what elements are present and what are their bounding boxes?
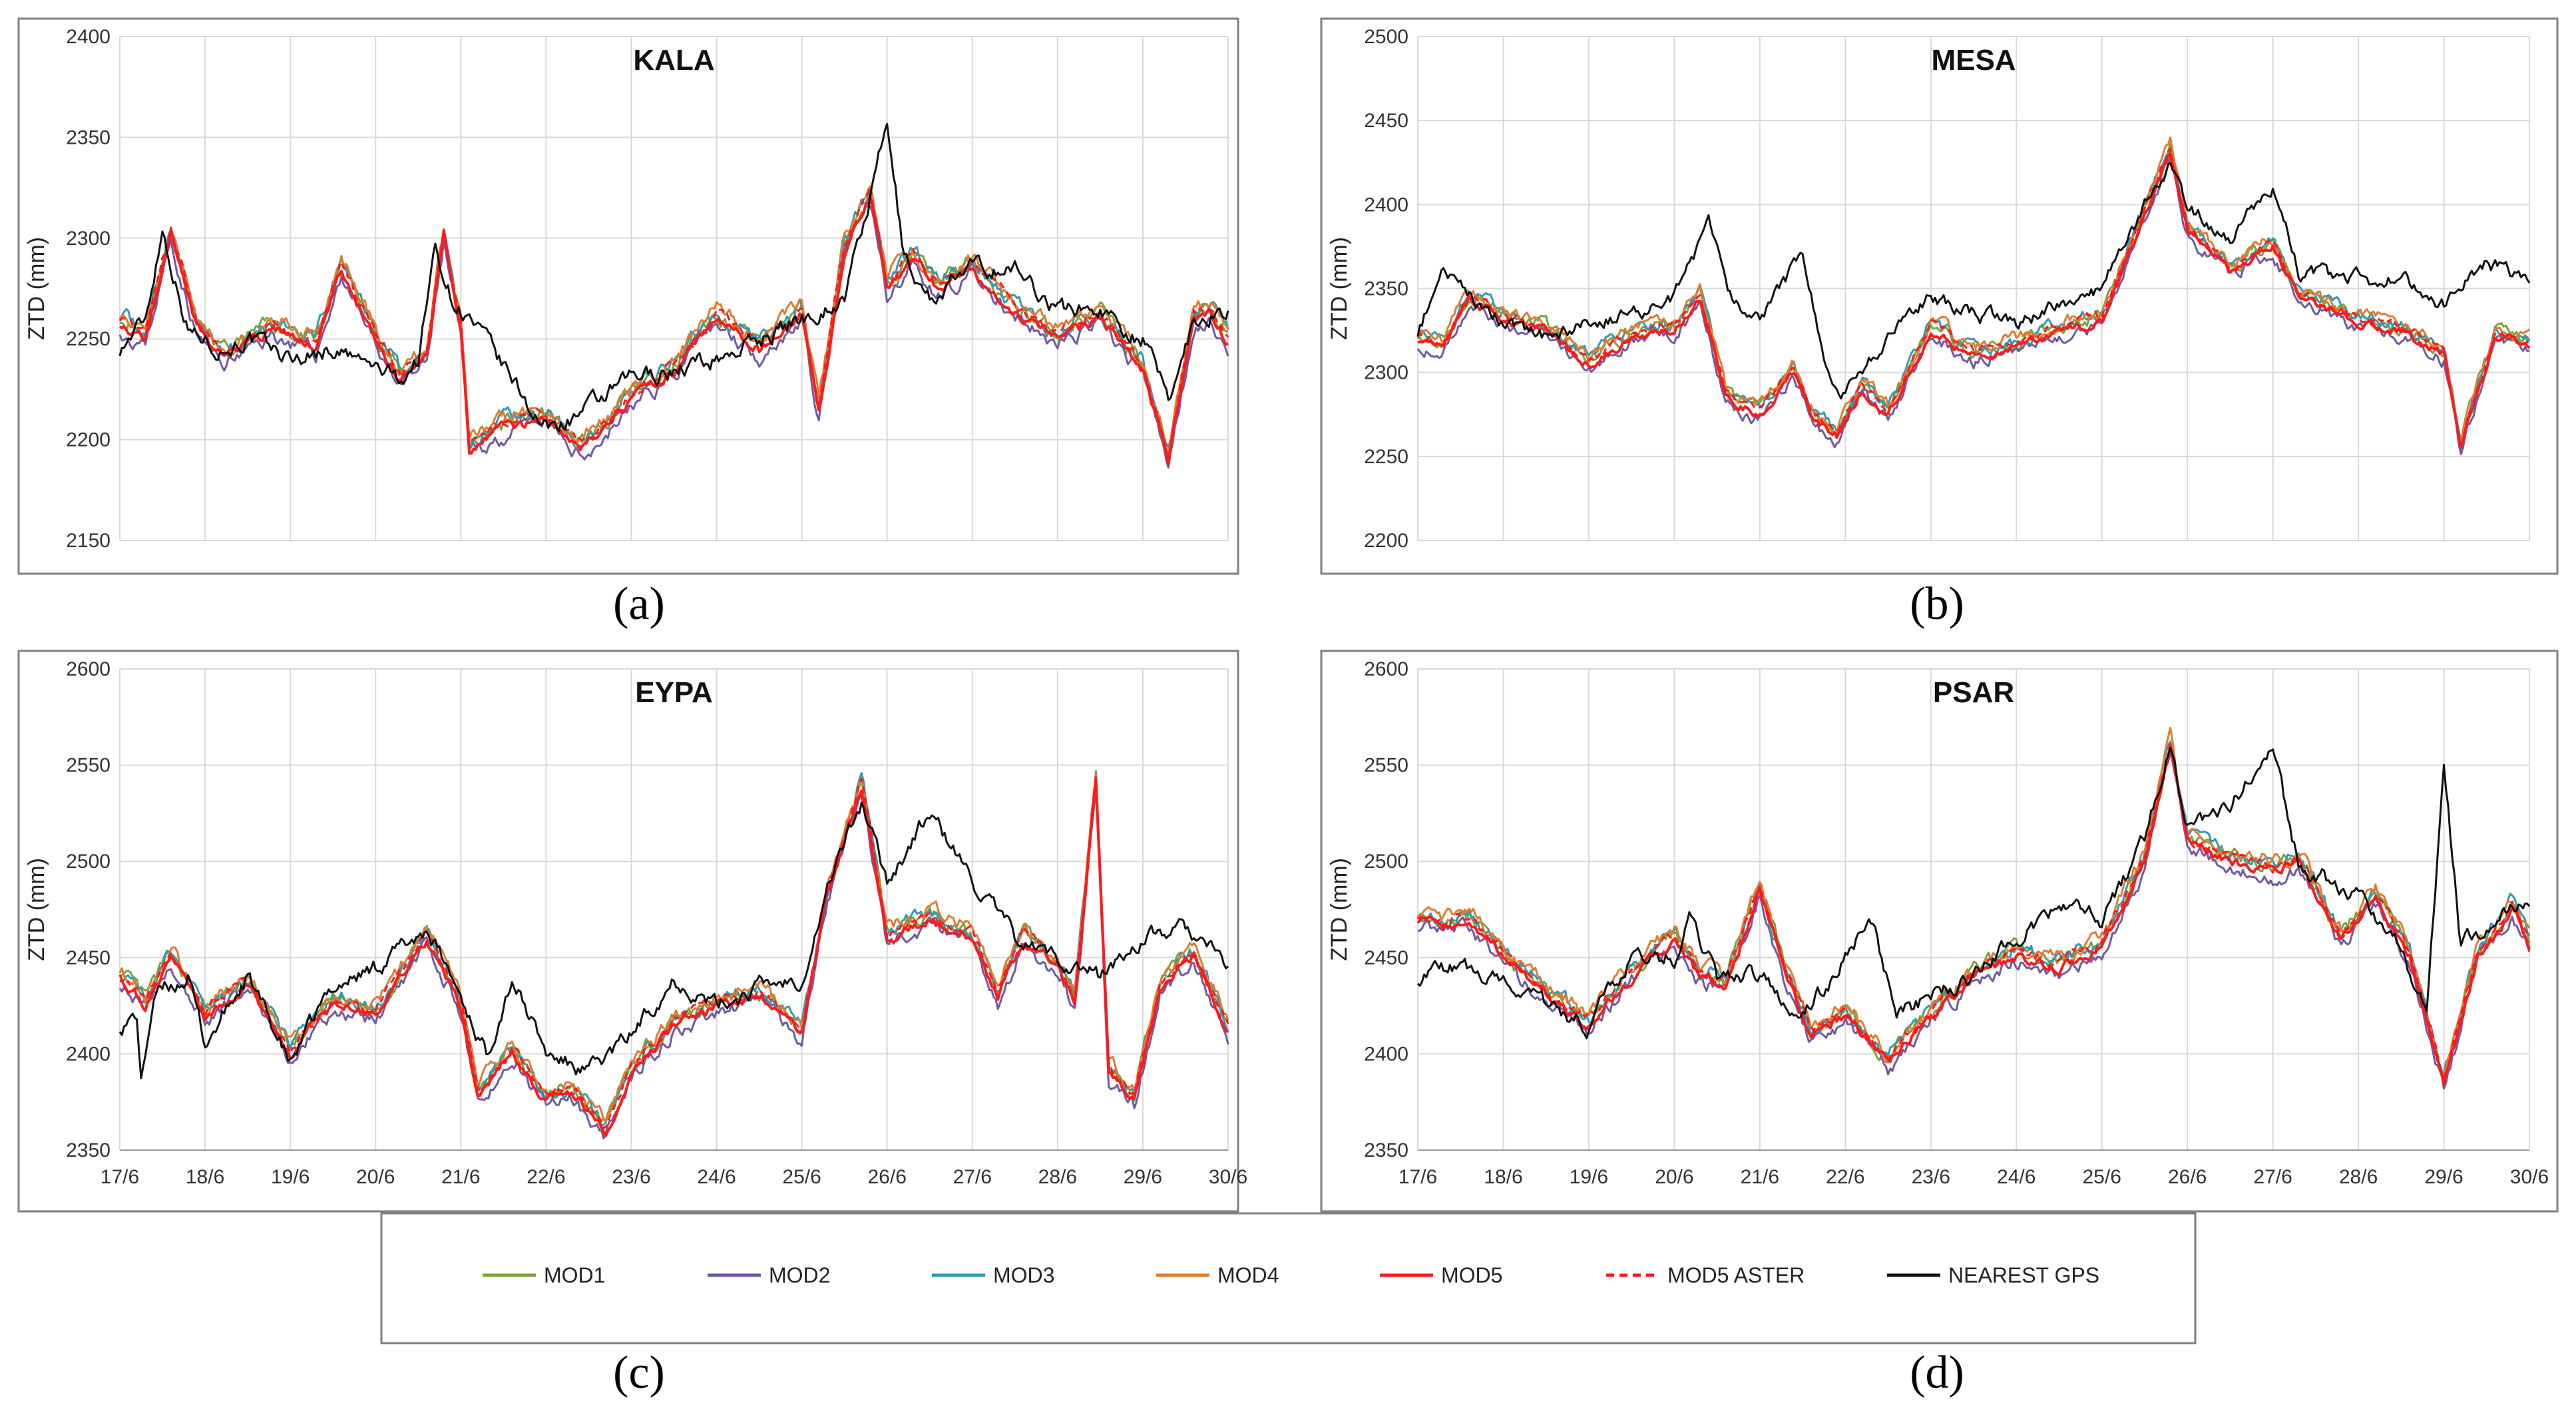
y-tick-label: 2400 <box>1364 1043 1408 1065</box>
x-tick-label: 19/6 <box>1570 1166 1608 1188</box>
x-tick-label: 18/6 <box>186 1166 224 1188</box>
x-tick-label: 30/6 <box>1209 1166 1247 1188</box>
legend-label: MOD5 <box>1441 1263 1502 1287</box>
y-tick-label: 2400 <box>1364 194 1408 216</box>
x-tick-label: 19/6 <box>271 1166 310 1188</box>
series-line-mod5-aster <box>118 186 1229 461</box>
x-tick-label: 21/6 <box>441 1166 480 1188</box>
x-tick-label: 30/6 <box>2510 1166 2549 1188</box>
panel-title: KALA <box>633 44 714 77</box>
x-tick-label: 24/6 <box>1997 1166 2036 1188</box>
x-tick-label: 29/6 <box>2424 1166 2463 1188</box>
x-tick-label: 25/6 <box>2082 1166 2121 1188</box>
panel-frame-a <box>17 17 1239 575</box>
x-tick-label: 17/6 <box>101 1166 139 1188</box>
y-tick-label: 2600 <box>1364 658 1408 680</box>
x-tick-label: 20/6 <box>1655 1166 1693 1188</box>
series-line-nearest-gps <box>1416 746 2531 1040</box>
panel-caption: (d) <box>1910 1347 1964 1398</box>
y-tick-label: 2250 <box>1364 446 1408 468</box>
y-tick-label: 2500 <box>1364 26 1408 48</box>
y-tick-label: 2350 <box>1364 1139 1408 1161</box>
x-tick-label: 25/6 <box>782 1166 821 1188</box>
legend-box <box>380 1212 2197 1344</box>
y-tick-label: 2400 <box>66 1043 110 1065</box>
x-tick-label: 24/6 <box>697 1166 736 1188</box>
series-line-mod5 <box>119 778 1229 1137</box>
panel-caption: (a) <box>613 578 665 630</box>
legend-label: NEAREST GPS <box>1948 1263 2099 1287</box>
panel-title: EYPA <box>635 676 713 709</box>
panel-caption: (c) <box>613 1347 665 1398</box>
x-tick-label: 23/6 <box>1912 1166 1950 1188</box>
series-line-mod5 <box>1416 743 2531 1086</box>
y-tick-label: 2550 <box>66 755 110 777</box>
series-line-mod2 <box>1418 751 2531 1090</box>
panel-frame-b <box>1320 17 2559 575</box>
x-tick-label: 29/6 <box>1124 1166 1162 1188</box>
series-line-mod3 <box>1416 150 2531 442</box>
series-line-nearest-gps <box>118 801 1229 1080</box>
x-tick-label: 18/6 <box>1484 1166 1522 1188</box>
y-tick-label: 2300 <box>66 228 110 250</box>
series-line-mod2 <box>1416 156 2530 455</box>
y-tick-label: 2200 <box>1364 530 1408 552</box>
series-line-mod5 <box>119 195 1229 465</box>
x-tick-label: 26/6 <box>867 1166 906 1188</box>
x-tick-label: 22/6 <box>1826 1166 1864 1188</box>
x-tick-label: 17/6 <box>1398 1166 1437 1188</box>
y-axis-label: ZTD (mm) <box>1327 237 1352 340</box>
y-tick-label: 2350 <box>66 1139 110 1161</box>
y-tick-label: 2550 <box>1364 755 1408 777</box>
y-tick-label: 2250 <box>66 328 110 350</box>
y-tick-label: 2450 <box>1364 110 1408 132</box>
legend-label: MOD2 <box>769 1263 830 1287</box>
y-tick-label: 2450 <box>1364 947 1408 969</box>
y-tick-label: 2150 <box>66 530 110 552</box>
series-line-nearest-gps <box>118 122 1229 433</box>
legend-label: MOD3 <box>993 1263 1054 1287</box>
y-tick-label: 2200 <box>66 429 110 451</box>
legend-label: MOD1 <box>544 1263 605 1287</box>
panel-frame-c <box>17 650 1239 1213</box>
panel-caption: (b) <box>1910 578 1964 630</box>
x-tick-label: 27/6 <box>2253 1166 2292 1188</box>
series-line-mod5 <box>1417 152 2531 449</box>
y-tick-label: 2300 <box>1364 362 1408 384</box>
x-tick-label: 20/6 <box>356 1166 395 1188</box>
series-line-nearest-gps <box>1416 162 2531 400</box>
y-tick-label: 2350 <box>66 126 110 148</box>
y-tick-label: 2400 <box>66 26 110 48</box>
series-line-mod5-aster <box>1416 148 2531 447</box>
x-tick-label: 28/6 <box>1038 1166 1077 1188</box>
y-tick-label: 2500 <box>66 851 110 873</box>
legend-label: MOD5 ASTER <box>1667 1263 1805 1287</box>
x-tick-label: 26/6 <box>2168 1166 2207 1188</box>
panel-title: PSAR <box>1933 676 2014 709</box>
y-tick-label: 2600 <box>66 658 110 680</box>
x-tick-label: 28/6 <box>2339 1166 2378 1188</box>
y-tick-label: 2450 <box>66 947 110 969</box>
series-line-mod2 <box>118 789 1229 1139</box>
legend-label: MOD4 <box>1217 1263 1279 1287</box>
y-axis-label: ZTD (mm) <box>24 858 49 961</box>
panel-frame-d <box>1320 650 2559 1213</box>
x-tick-label: 22/6 <box>527 1166 565 1188</box>
y-axis-label: ZTD (mm) <box>1327 858 1352 961</box>
panel-title: MESA <box>1931 44 2016 77</box>
y-axis-label: ZTD (mm) <box>24 237 49 340</box>
x-tick-label: 23/6 <box>612 1166 650 1188</box>
x-tick-label: 21/6 <box>1741 1166 1779 1188</box>
y-tick-label: 2350 <box>1364 278 1408 300</box>
series-line-mod4 <box>1416 136 2531 444</box>
x-tick-label: 27/6 <box>953 1166 992 1188</box>
y-tick-label: 2500 <box>1364 851 1408 873</box>
